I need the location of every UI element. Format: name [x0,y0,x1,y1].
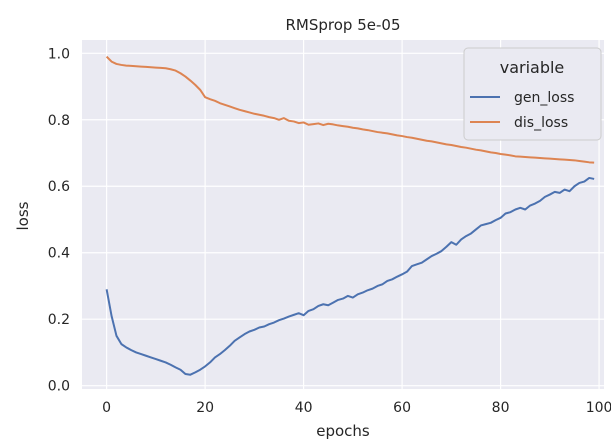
x-tick-label: 20 [196,400,214,416]
x-tick-label: 100 [586,400,611,416]
y-tick-label: 0.0 [48,379,70,395]
legend-label-gen-loss: gen_loss [514,90,574,106]
y-tick-labels: 0.0 0.2 0.4 0.6 0.8 1.0 [48,46,70,394]
legend-label-dis-loss: dis_loss [514,115,568,131]
chart-title: RMSprop 5e-05 [286,16,401,34]
y-tick-label: 0.8 [48,113,70,129]
legend: variable gen_loss dis_loss [463,47,602,141]
y-tick-label: 0.4 [48,246,70,262]
series-lines [105,55,595,376]
y-axis-label: loss [14,201,32,230]
y-tick-label: 1.0 [48,46,70,62]
x-axis-label: epochs [316,422,370,440]
series-line-dis-loss [105,55,595,164]
x-tick-label: 40 [295,400,313,416]
legend-box [463,47,602,141]
x-tick-label: 0 [102,400,111,416]
y-tick-label: 0.6 [48,179,70,195]
x-tick-label: 60 [393,400,411,416]
legend-title: variable [500,58,565,77]
series-line-gen-loss [105,176,595,376]
y-tick-label: 0.2 [48,312,70,328]
x-tick-label: 80 [492,400,510,416]
x-tick-labels: 0 20 40 60 80 100 [102,400,611,416]
